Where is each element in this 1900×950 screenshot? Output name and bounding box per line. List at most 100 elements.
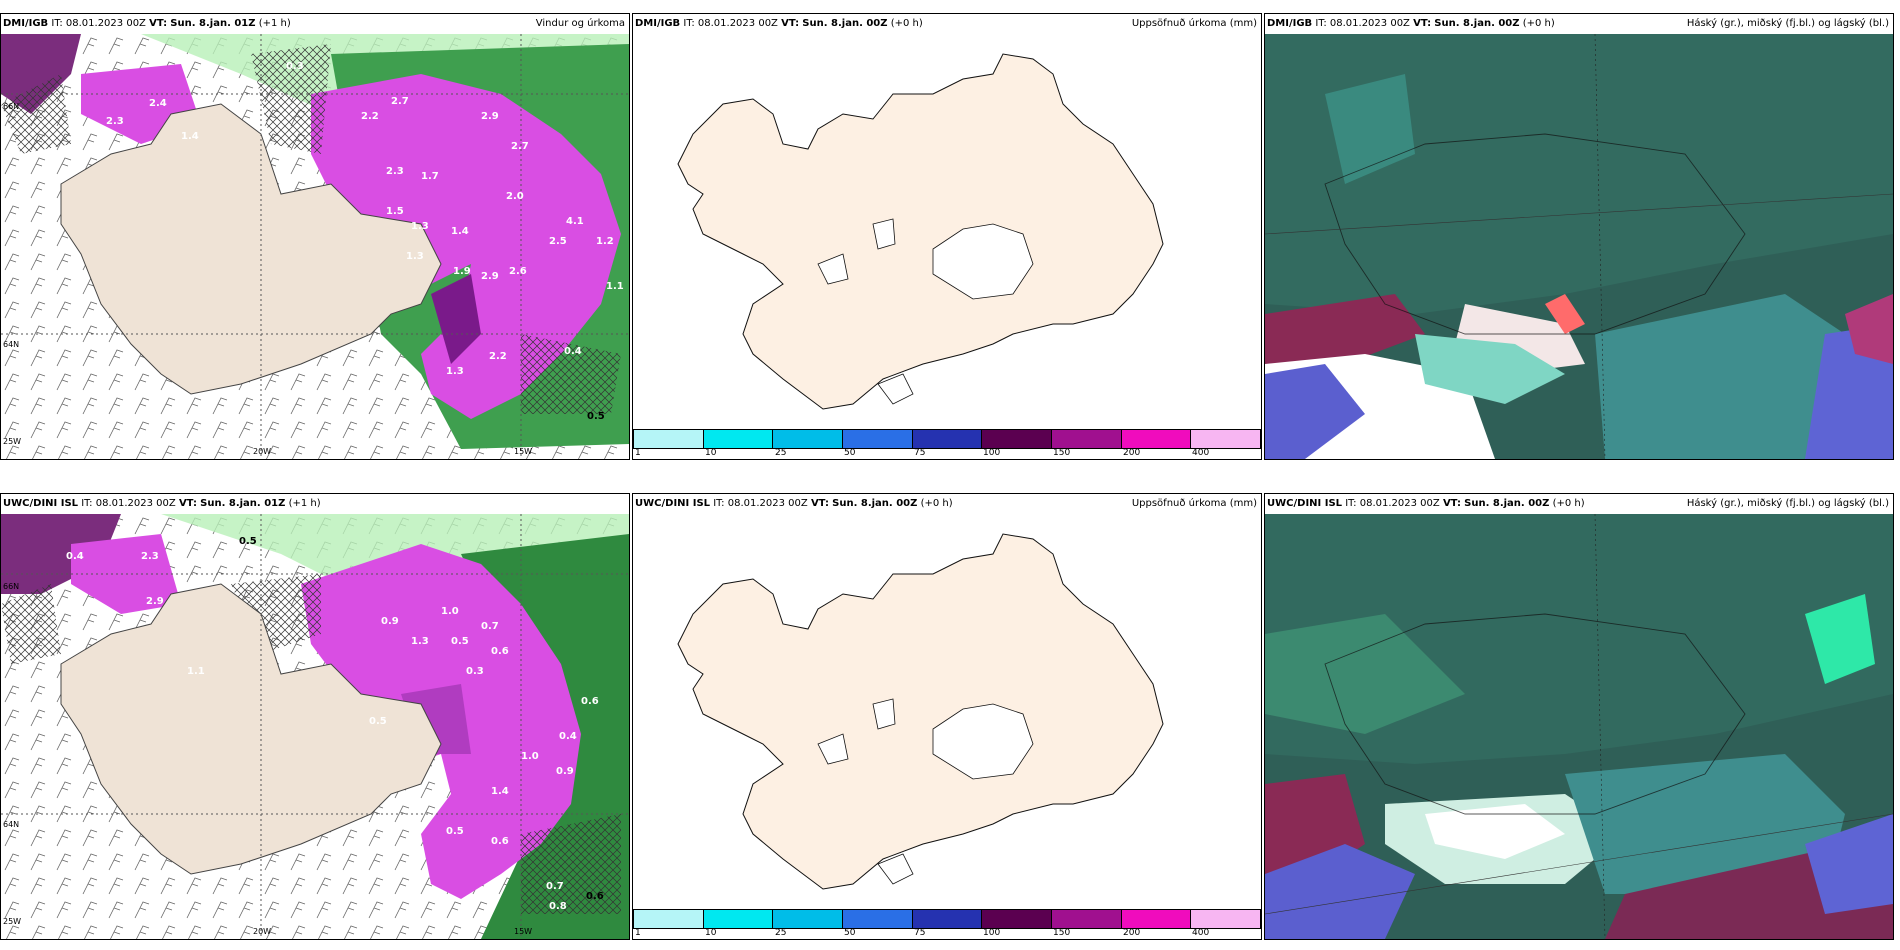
clouds-map	[1265, 514, 1893, 939]
init-time: 08.01.2023 00Z	[1359, 498, 1440, 509]
precip-label: 1.3	[446, 366, 464, 377]
scale-tick: 150	[1053, 448, 1071, 458]
scale-tick: 25	[775, 448, 787, 458]
precip-label: 0.8	[549, 901, 567, 912]
panel-accum-precip-uwc: UWC/DINI ISL IT: 08.01.2023 00Z VT: Sun.…	[632, 493, 1262, 940]
precip-label: 2.2	[361, 111, 379, 122]
precip-label: 1.3	[411, 636, 429, 647]
lon-label: 25W	[3, 917, 21, 926]
precip-label: 1.3	[411, 221, 429, 232]
panel-title: Vindur og úrkoma	[535, 18, 625, 29]
scale-tick: 400	[1192, 928, 1210, 938]
precip-label: 0.7	[546, 881, 564, 892]
scale-swatch	[634, 910, 704, 928]
accum-precip-map	[633, 34, 1261, 459]
precip-label: 4.1	[566, 216, 584, 227]
scale-swatch	[843, 430, 913, 448]
panel-header: UWC/DINI ISL IT: 08.01.2023 00Z VT: Sun.…	[633, 494, 1261, 514]
scale-tick: 10	[705, 928, 717, 938]
precip-label: 1.9	[453, 266, 471, 277]
init-time: 08.01.2023 00Z	[95, 498, 176, 509]
model-name: UWC/DINI ISL	[3, 498, 79, 509]
accum-precip-map	[633, 514, 1261, 939]
panel-title: Háský (gr.), miðský (fj.bl.) og lágský (…	[1686, 498, 1889, 509]
precip-label: 1.1	[606, 281, 624, 292]
scale-tick: 10	[705, 448, 717, 458]
lat-label: 64N	[3, 340, 19, 349]
valid-time: Sun. 8.jan. 00Z	[1434, 18, 1520, 29]
wind-precip-map: 0.3 2.4 2.3 1.4 2.2 2.7 2.9 2.3 1.7 2.7 …	[1, 34, 629, 459]
scale-swatch	[703, 910, 774, 928]
precip-label: 0.6	[586, 891, 604, 902]
panel-header: DMI/IGB IT: 08.01.2023 00Z VT: Sun. 8.ja…	[1265, 14, 1893, 34]
precip-label: 0.5	[587, 411, 605, 422]
clouds-map	[1265, 34, 1893, 459]
precip-label: 0.5	[451, 636, 469, 647]
valid-time: Sun. 8.jan. 01Z	[200, 498, 286, 509]
precip-label: 1.0	[441, 606, 459, 617]
precip-label: 1.0	[521, 751, 539, 762]
scale-swatch	[1191, 430, 1261, 448]
scale-tick: 1	[635, 928, 641, 938]
lat-label: 66N	[3, 102, 19, 111]
scale-swatch	[982, 910, 1053, 928]
lat-label: 64N	[3, 820, 19, 829]
scale-tick: 100	[983, 448, 1001, 458]
precip-label: 1.3	[406, 251, 424, 262]
panel-header: DMI/IGB IT: 08.01.2023 00Z VT: Sun. 8.ja…	[633, 14, 1261, 34]
panel-header: DMI/IGB IT: 08.01.2023 00Z VT: Sun. 8.ja…	[1, 14, 629, 34]
scale-swatch	[773, 430, 844, 448]
panel-header: UWC/DINI ISL IT: 08.01.2023 00Z VT: Sun.…	[1265, 494, 1893, 514]
scale-swatch	[1052, 910, 1122, 928]
lead-time: (+0 h)	[1552, 498, 1585, 509]
scale-tick: 200	[1123, 448, 1141, 458]
precip-label: 0.4	[559, 731, 577, 742]
scale-tick: 75	[914, 448, 926, 458]
panel-wind-precip-uwc: UWC/DINI ISL IT: 08.01.2023 00Z VT: Sun.…	[0, 493, 630, 940]
precip-label: 0.5	[369, 716, 387, 727]
lead-time: (+1 h)	[288, 498, 321, 509]
precip-label: 0.9	[381, 616, 399, 627]
scale-tick: 400	[1192, 448, 1210, 458]
scale-tick: 50	[844, 928, 856, 938]
valid-time: Sun. 8.jan. 01Z	[170, 18, 256, 29]
scale-tick: 150	[1053, 928, 1071, 938]
model-name: UWC/DINI ISL	[635, 498, 711, 509]
scale-swatch	[703, 430, 774, 448]
precip-label: 0.5	[239, 536, 257, 547]
scale-swatch	[1121, 430, 1192, 448]
lon-label: 15W	[514, 927, 532, 936]
panel-clouds-uwc: UWC/DINI ISL IT: 08.01.2023 00Z VT: Sun.…	[1264, 493, 1894, 940]
precip-label: 1.7	[421, 171, 439, 182]
init-time: 08.01.2023 00Z	[1329, 18, 1410, 29]
scale-swatch	[1191, 910, 1261, 928]
scale-tick: 100	[983, 928, 1001, 938]
lead-time: (+0 h)	[890, 18, 923, 29]
model-name: UWC/DINI ISL	[1267, 498, 1343, 509]
model-name: DMI/IGB	[1267, 18, 1313, 29]
valid-time: Sun. 8.jan. 00Z	[1464, 498, 1550, 509]
precip-label: 2.7	[391, 96, 409, 107]
precip-label: 0.6	[491, 646, 509, 657]
lead-time: (+0 h)	[1522, 18, 1555, 29]
init-time: 08.01.2023 00Z	[65, 18, 146, 29]
lead-time: (+1 h)	[258, 18, 291, 29]
precip-label: 0.5	[446, 826, 464, 837]
scale-tick: 25	[775, 928, 787, 938]
scale-swatch	[1052, 430, 1122, 448]
precip-label: 0.4	[564, 346, 582, 357]
scale-tick: 75	[914, 928, 926, 938]
scale-swatch	[843, 910, 913, 928]
precip-label: 0.3	[466, 666, 484, 677]
panel-title: Háský (gr.), miðský (fj.bl.) og lágský (…	[1686, 18, 1889, 29]
lead-time: (+0 h)	[920, 498, 953, 509]
scale-tick: 1	[635, 448, 641, 458]
scale-swatch	[912, 430, 983, 448]
scale-swatch	[1121, 910, 1192, 928]
wind-precip-map: 0.4 0.5 2.3 2.9 1.1 0.9 1.3 1.0 0.5 0.7 …	[1, 514, 629, 939]
precip-label: 0.4	[66, 551, 84, 562]
precip-label: 2.9	[481, 111, 499, 122]
precip-label: 2.3	[386, 166, 404, 177]
scale-swatch	[912, 910, 983, 928]
panel-title: Uppsöfnuð úrkoma (mm)	[1131, 18, 1257, 29]
